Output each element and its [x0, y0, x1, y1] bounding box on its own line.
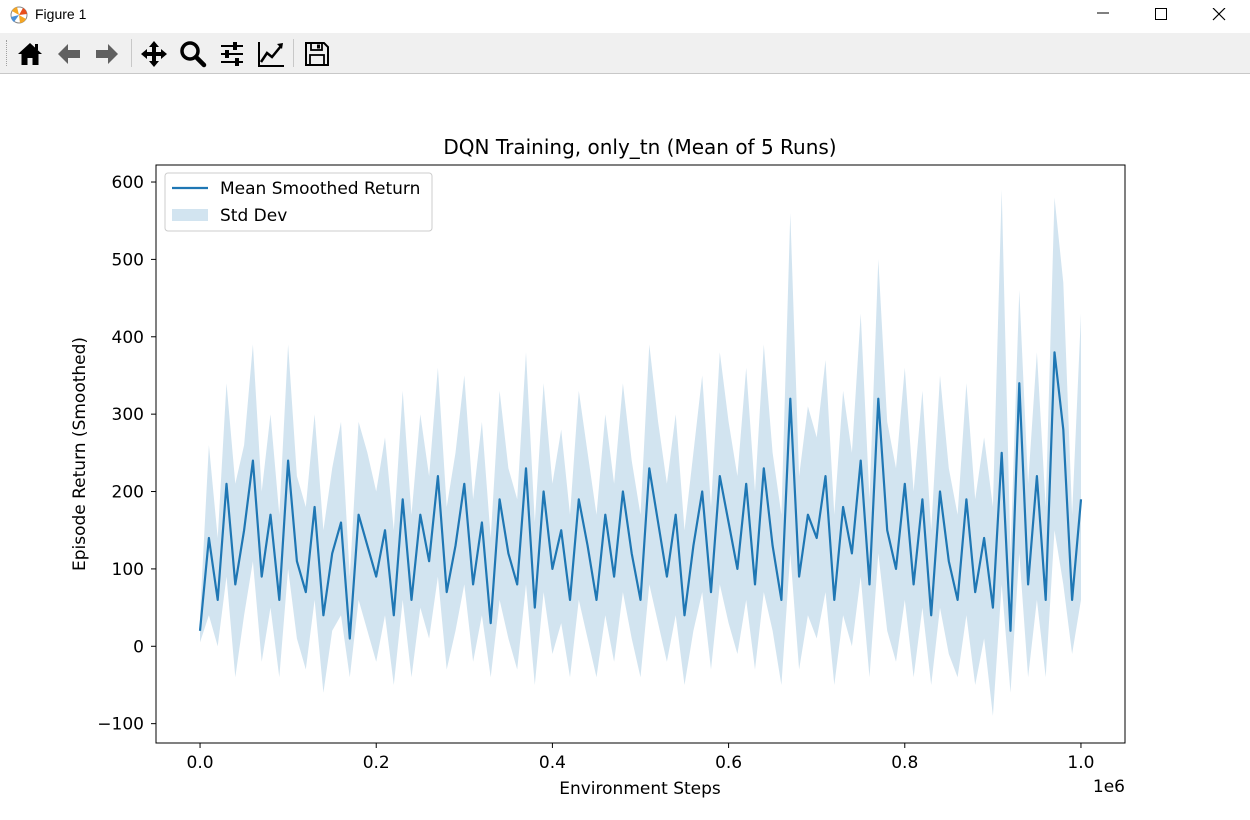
legend-frame	[164, 172, 433, 232]
zoom-button[interactable]	[176, 37, 210, 71]
customize-button[interactable]	[254, 37, 288, 71]
y-tick-label: −100	[97, 715, 144, 735]
axes-frame	[155, 164, 1126, 744]
y-tick-label: 400	[112, 328, 144, 348]
line-chart-icon	[258, 42, 284, 67]
search-icon	[180, 41, 207, 68]
y-tick-label: 500	[112, 250, 144, 270]
y-tick-label: 100	[112, 560, 144, 580]
save-button[interactable]	[300, 37, 334, 71]
plot-area	[198, 189, 1083, 716]
y-tick-label: 300	[112, 405, 144, 425]
home-button[interactable]	[13, 37, 47, 71]
toolbar-separator	[293, 39, 294, 67]
subplots-button[interactable]	[215, 37, 249, 71]
legend-band-swatch	[172, 209, 208, 221]
y-tick-label: 600	[112, 173, 144, 193]
window-title: Figure 1	[35, 6, 87, 22]
y-axis: −100 0 100 200 300 400 500 600	[97, 173, 156, 735]
minimize-icon	[1097, 12, 1109, 14]
legend: Mean Smoothed Return Std Dev	[164, 172, 433, 232]
mean-return-line	[198, 351, 1083, 640]
home-icon	[18, 43, 42, 65]
toolbar-grip	[6, 40, 9, 66]
x-axis-label: Environment Steps	[559, 779, 721, 799]
back-button[interactable]	[52, 37, 86, 71]
arrow-right-icon	[96, 44, 118, 64]
arrow-left-icon	[58, 44, 80, 64]
toolbar-separator	[131, 39, 132, 67]
y-tick-label: 200	[112, 483, 144, 503]
legend-label-mean: Mean Smoothed Return	[220, 179, 420, 199]
chart-title: DQN Training, only_tn (Mean of 5 Runs)	[443, 135, 836, 159]
navigation-toolbar	[0, 33, 1250, 74]
x-axis: 0.0 0.2 0.4 0.6 0.8 1.0	[187, 743, 1094, 773]
line-chart: DQN Training, only_tn (Mean of 5 Runs) 0…	[70, 135, 1126, 799]
legend-label-std: Std Dev	[220, 206, 287, 226]
minimize-button[interactable]	[1074, 0, 1132, 30]
close-icon	[1212, 8, 1226, 21]
pan-button[interactable]	[137, 37, 171, 71]
x-tick-label: 0.2	[363, 753, 390, 773]
y-axis-label: Episode Return (Smoothed)	[70, 337, 90, 571]
maximize-button[interactable]	[1132, 0, 1190, 30]
x-tick-label: 0.0	[187, 753, 214, 773]
maximize-icon	[1155, 8, 1167, 20]
std-dev-band	[200, 189, 1081, 716]
figure-canvas[interactable]: DQN Training, only_tn (Mean of 5 Runs) 0…	[0, 74, 1250, 820]
matplotlib-icon	[10, 6, 28, 24]
x-tick-label: 0.6	[715, 753, 742, 773]
x-offset-label: 1e6	[1093, 777, 1125, 797]
floppy-disk-icon	[305, 42, 329, 66]
move-icon	[141, 41, 167, 67]
y-tick-label: 0	[133, 637, 144, 657]
forward-button[interactable]	[90, 37, 124, 71]
x-tick-label: 1.0	[1067, 753, 1094, 773]
x-tick-label: 0.4	[539, 753, 566, 773]
window-titlebar: Figure 1	[0, 0, 1250, 30]
x-tick-label: 0.8	[891, 753, 918, 773]
sliders-icon	[221, 42, 243, 66]
close-button[interactable]	[1190, 0, 1248, 30]
